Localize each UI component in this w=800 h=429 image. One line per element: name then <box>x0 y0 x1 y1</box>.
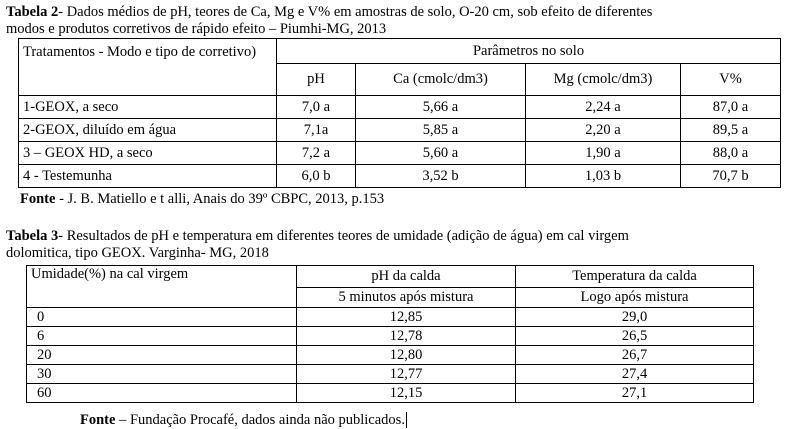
table-cell: 0 <box>26 307 297 327</box>
table-cell: 7,2 a <box>276 141 356 165</box>
table-cell: 3,52 b <box>355 164 526 188</box>
table-row: 20 12,80 26,7 <box>26 345 754 365</box>
table3-caption-line2: dolomitica, tipo GEOX. Varginha- MG, 201… <box>6 245 269 261</box>
header-parameters: Parâmetros no solo <box>275 38 782 64</box>
table3-source: Fonte – Fundação Procafé, dados ainda nã… <box>80 412 407 429</box>
table-row: 1-GEOX, a seco 7,0 a 5,66 a 2,24 a 87,0 a <box>18 95 782 119</box>
col-header: pH <box>276 63 356 96</box>
table2-source: Fonte - J. B. Matiello e t alli, Anais d… <box>20 191 384 208</box>
table3: Umidade(%) na cal virgem pH da calda Tem… <box>26 265 754 403</box>
table3-caption-line1: Tabela 3- Resultados de pH e temperatura… <box>6 228 629 245</box>
table2-caption-line2: modos e produtos corretivos de rápido ef… <box>6 21 387 37</box>
source-label: Fonte <box>80 412 116 428</box>
table2-caption-line1: Tabela 2- Dados médios de pH, teores de … <box>6 4 652 21</box>
source-text: - J. B. Matiello e t alli, Anais do 39º … <box>55 191 385 207</box>
table-cell: 3 – GEOX HD, a seco <box>18 141 277 165</box>
header-ph: pH da calda <box>296 265 516 288</box>
table-cell: 1-GEOX, a seco <box>18 95 277 119</box>
table-cell: 1,03 b <box>525 164 681 188</box>
table-cell: 5,85 a <box>355 118 526 142</box>
table-cell: 7,1a <box>276 118 356 142</box>
table-cell: 87,0 a <box>679 95 782 119</box>
source-label: Fonte <box>20 191 56 207</box>
table-cell: 26,7 <box>515 345 754 365</box>
table-cell: 60 <box>26 383 297 403</box>
table-cell: 20 <box>26 345 297 365</box>
table-cell: 88,0 a <box>679 141 782 165</box>
caption-text: - Resultados de pH e temperatura em dife… <box>58 228 629 244</box>
table-cell: 6,0 b <box>276 164 356 188</box>
table-cell: 12,15 <box>296 383 516 403</box>
table-row: 0 12,85 29,0 <box>26 307 754 327</box>
text-cursor: ​ <box>405 412 407 428</box>
table-cell: 12,85 <box>296 307 516 327</box>
table-row: 4 - Testemunha 6,0 b 3,52 b 1,03 b 70,7 b <box>18 164 782 188</box>
table-cell: 1,90 a <box>525 141 681 165</box>
table-cell: 6 <box>26 326 297 346</box>
table-cell: 12,78 <box>296 326 516 346</box>
table-cell: 5,60 a <box>355 141 526 165</box>
header-temperature: Temperatura da calda <box>515 265 754 288</box>
table-row: 30 12,77 27,4 <box>26 364 754 384</box>
table-cell: 29,0 <box>515 307 754 327</box>
table-cell: 2,20 a <box>525 118 681 142</box>
table-cell: 2,24 a <box>525 95 681 119</box>
source-text: – Fundação Procafé, dados ainda não publ… <box>115 412 405 428</box>
caption-label: Tabela 3 <box>6 228 59 244</box>
col-header: Mg (cmolc/dm3) <box>525 63 681 96</box>
table-row: 60 12,15 27,1 <box>26 383 754 403</box>
col-header: V% <box>679 63 782 96</box>
header-treatment: Tratamentos - Modo e tipo de corretivo) <box>18 38 277 96</box>
caption-label: Tabela 2 <box>6 4 59 20</box>
table-cell: 30 <box>26 364 297 384</box>
header-moisture: Umidade(%) na cal virgem <box>26 265 297 308</box>
table-row: 3 – GEOX HD, a seco 7,2 a 5,60 a 1,90 a 88,0… <box>18 141 782 165</box>
table-cell: 27,4 <box>515 364 754 384</box>
table-cell: 7,0 a <box>276 95 356 119</box>
table-cell: 12,80 <box>296 345 516 365</box>
header-temperature-sub: Logo após mistura <box>515 287 754 308</box>
table-cell: 89,5 a <box>679 118 782 142</box>
table-cell: 12,77 <box>296 364 516 384</box>
table-cell: 4 - Testemunha <box>18 164 277 188</box>
table-cell: 27,1 <box>515 383 754 403</box>
table-cell: 2-GEOX, diluído em água <box>18 118 277 142</box>
table-cell: 26,5 <box>515 326 754 346</box>
header-ph-sub: 5 minutos após mistura <box>296 287 516 308</box>
table2: Tratamentos - Modo e tipo de corretivo) … <box>18 38 782 188</box>
table-cell: 5,66 a <box>355 95 526 119</box>
caption-text: - Dados médios de pH, teores de Ca, Mg e… <box>58 4 653 20</box>
table-row: 6 12,78 26,5 <box>26 326 754 346</box>
col-header: Ca (cmolc/dm3) <box>355 63 526 96</box>
table-cell: 70,7 b <box>679 164 782 188</box>
